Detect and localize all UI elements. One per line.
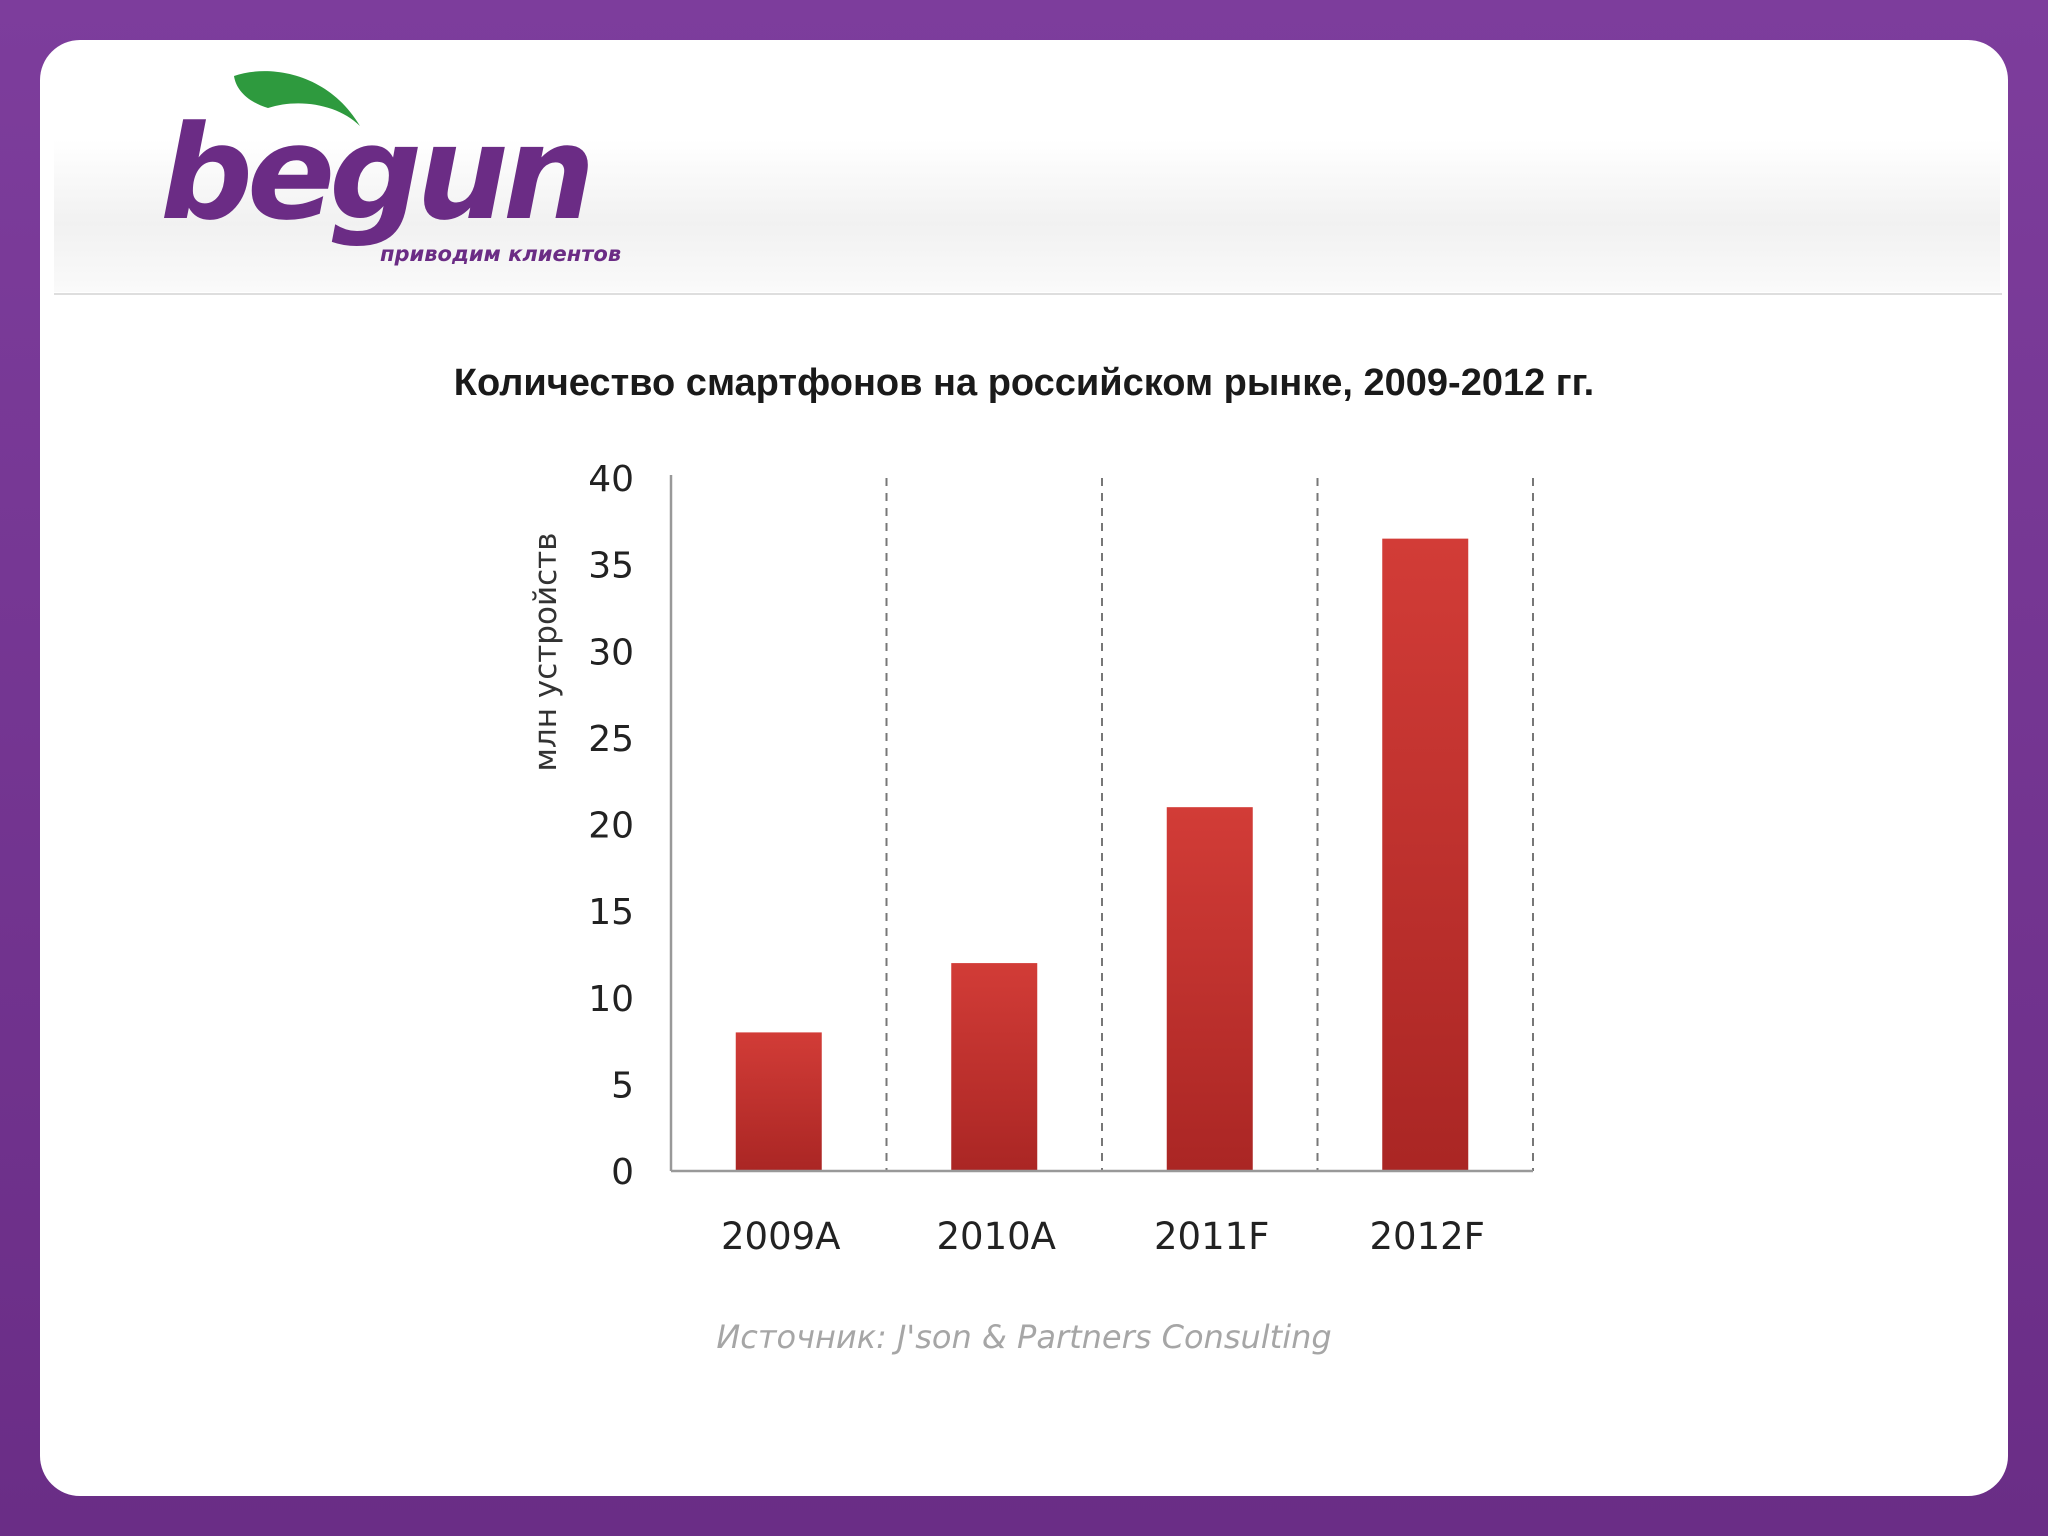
x-category-label: 2009A (721, 1215, 840, 1258)
header-band (54, 140, 2000, 292)
begun-logo: begun приводим клиентов (160, 68, 720, 288)
y-tick-label: 10 (588, 979, 634, 1020)
y-tick-label: 25 (588, 719, 634, 760)
source-note: Источник: J'son & Partners Consulting (716, 1318, 1332, 1356)
logo-tagline: приводим клиентов (380, 242, 622, 266)
y-tick-label: 5 (611, 1065, 634, 1106)
x-category-label: 2012F (1370, 1215, 1485, 1258)
y-tick-label: 0 (611, 1152, 634, 1193)
bar-2012F (1382, 538, 1469, 1171)
slide-card: begun приводим клиентов (40, 40, 2008, 1496)
header-divider (54, 293, 2002, 295)
chart-title: Количество смартфонов на российском рынк… (453, 362, 1595, 404)
leaf-icon (234, 71, 360, 126)
bar-2010A (951, 963, 1038, 1171)
y-tick-label: 35 (588, 546, 634, 587)
y-tick-label: 15 (588, 892, 634, 933)
y-tick-label: 40 (588, 459, 634, 500)
bar-2011F (1166, 807, 1253, 1171)
y-tick-label: 20 (588, 806, 634, 847)
x-category-label: 2010A (937, 1215, 1056, 1258)
logo-wordmark: begun (160, 97, 595, 249)
y-tick-label: 30 (588, 632, 634, 673)
x-category-label: 2011F (1154, 1215, 1269, 1258)
bar-2009A (735, 1032, 822, 1171)
